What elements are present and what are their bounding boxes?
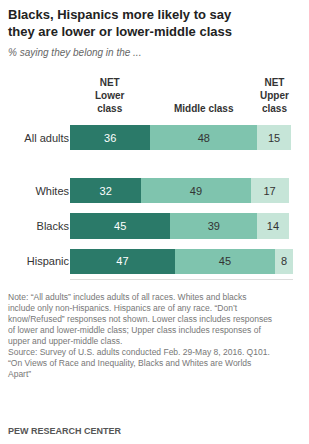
svg-text:36: 36 xyxy=(104,132,116,144)
svg-text:Note: “All adults” includes ad: Note: “All adults” includes adults of al… xyxy=(8,292,272,379)
svg-text:Whites: Whites xyxy=(35,185,69,197)
svg-text:45: 45 xyxy=(219,255,231,267)
svg-text:Blacks: Blacks xyxy=(37,220,70,232)
svg-text:15: 15 xyxy=(268,132,280,144)
svg-text:17: 17 xyxy=(263,185,275,197)
svg-text:Hispanic: Hispanic xyxy=(27,255,70,267)
svg-text:49: 49 xyxy=(190,185,202,197)
svg-text:47: 47 xyxy=(116,255,128,267)
svg-text:NETUpperclass: NETUpperclass xyxy=(260,77,289,114)
svg-text:PEW RESEARCH CENTER: PEW RESEARCH CENTER xyxy=(8,426,122,436)
svg-text:Middle class: Middle class xyxy=(174,103,234,114)
svg-text:14: 14 xyxy=(267,220,279,232)
svg-text:48: 48 xyxy=(198,132,210,144)
svg-text:All adults: All adults xyxy=(24,132,69,144)
svg-text:% saying they belong in the ..: % saying they belong in the ... xyxy=(8,47,141,58)
svg-text:Blacks, Hispanics more likely: Blacks, Hispanics more likely to saythey… xyxy=(8,7,232,39)
svg-text:NETLowerclass: NETLowerclass xyxy=(95,77,125,114)
svg-text:8: 8 xyxy=(281,255,287,267)
svg-text:45: 45 xyxy=(114,220,126,232)
svg-text:39: 39 xyxy=(208,220,220,232)
svg-text:32: 32 xyxy=(100,185,112,197)
